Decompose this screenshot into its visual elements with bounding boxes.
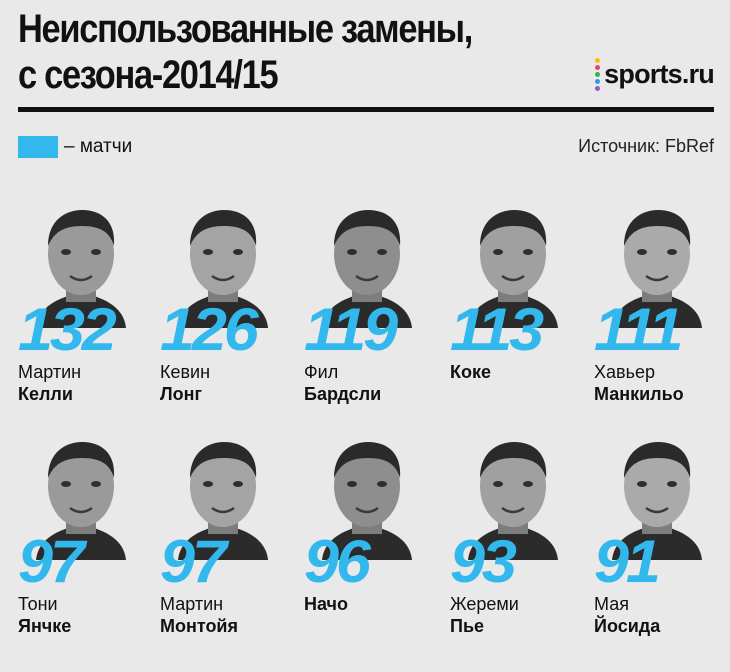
player-card: 113 Коке xyxy=(450,200,575,410)
player-last-name: Лонг xyxy=(160,384,202,404)
player-card: 97 Тони Янчке xyxy=(18,432,143,642)
player-last-name: Манкильо xyxy=(594,384,684,404)
player-last-name: Начо xyxy=(304,594,349,614)
unused-sub-count: 113 xyxy=(450,296,544,363)
player-card: 111 Хавьер Манкильо xyxy=(594,200,719,410)
player-last-name: Йосида xyxy=(594,616,661,636)
player-photo xyxy=(168,432,278,560)
logo-dots-icon xyxy=(595,58,601,91)
legend: – матчи xyxy=(18,136,132,158)
player-last-name: Монтойя xyxy=(160,616,239,636)
unused-sub-count: 93 xyxy=(450,528,517,595)
player-first-name: Мая xyxy=(594,594,629,614)
player-last-name: Пье xyxy=(450,616,485,636)
player-photo xyxy=(458,432,568,560)
player-photo xyxy=(26,432,136,560)
player-first-name: Хавьер xyxy=(594,362,655,382)
player-photo xyxy=(312,200,422,328)
title-line-2: с сезона-2014/15 xyxy=(18,53,279,97)
player-card: 96 Начо xyxy=(304,432,429,642)
player-first-name: Мартин xyxy=(18,362,82,382)
title-line-1: Неиспользованные замены, xyxy=(18,7,473,51)
player-photo xyxy=(602,200,712,328)
sports-ru-logo: sports.ru xyxy=(595,58,715,91)
player-first-name: Фил xyxy=(304,362,339,382)
player-card: 93 Жереми Пье xyxy=(450,432,575,642)
player-card: 132 Мартин Келли xyxy=(18,200,143,410)
logo-text: sports.ru xyxy=(604,59,715,89)
player-first-name: Кевин xyxy=(160,362,211,382)
source-note: Источник: FbRef xyxy=(578,136,714,156)
unused-sub-count: 91 xyxy=(594,528,661,595)
legend-swatch xyxy=(18,136,58,158)
unused-sub-count: 132 xyxy=(18,296,117,363)
player-photo xyxy=(168,200,278,328)
unused-sub-count: 97 xyxy=(160,528,227,595)
unused-sub-count: 111 xyxy=(594,296,683,363)
page-title: Неиспользованные замены, с сезона-2014/1… xyxy=(18,6,500,98)
player-photo xyxy=(312,432,422,560)
player-photo xyxy=(458,200,568,328)
player-last-name: Коке xyxy=(450,362,492,382)
player-card: 119 Фил Бардсли xyxy=(304,200,429,410)
unused-sub-count: 119 xyxy=(304,296,398,363)
player-card: 97 Мартин Монтойя xyxy=(160,432,285,642)
player-first-name: Жереми xyxy=(450,594,519,614)
legend-label: – матчи xyxy=(64,136,133,157)
unused-sub-count: 96 xyxy=(304,528,371,595)
player-card: 91 Мая Йосида xyxy=(594,432,719,642)
player-photo xyxy=(26,200,136,328)
unused-sub-count: 126 xyxy=(160,296,259,363)
player-last-name: Келли xyxy=(18,384,73,404)
player-first-name: Тони xyxy=(18,594,58,614)
unused-sub-count: 97 xyxy=(18,528,85,595)
player-photo xyxy=(602,432,712,560)
player-last-name: Бардсли xyxy=(304,384,382,404)
header-divider xyxy=(18,107,714,112)
player-card: 126 Кевин Лонг xyxy=(160,200,285,410)
player-last-name: Янчке xyxy=(18,616,72,636)
player-first-name: Мартин xyxy=(160,594,224,614)
